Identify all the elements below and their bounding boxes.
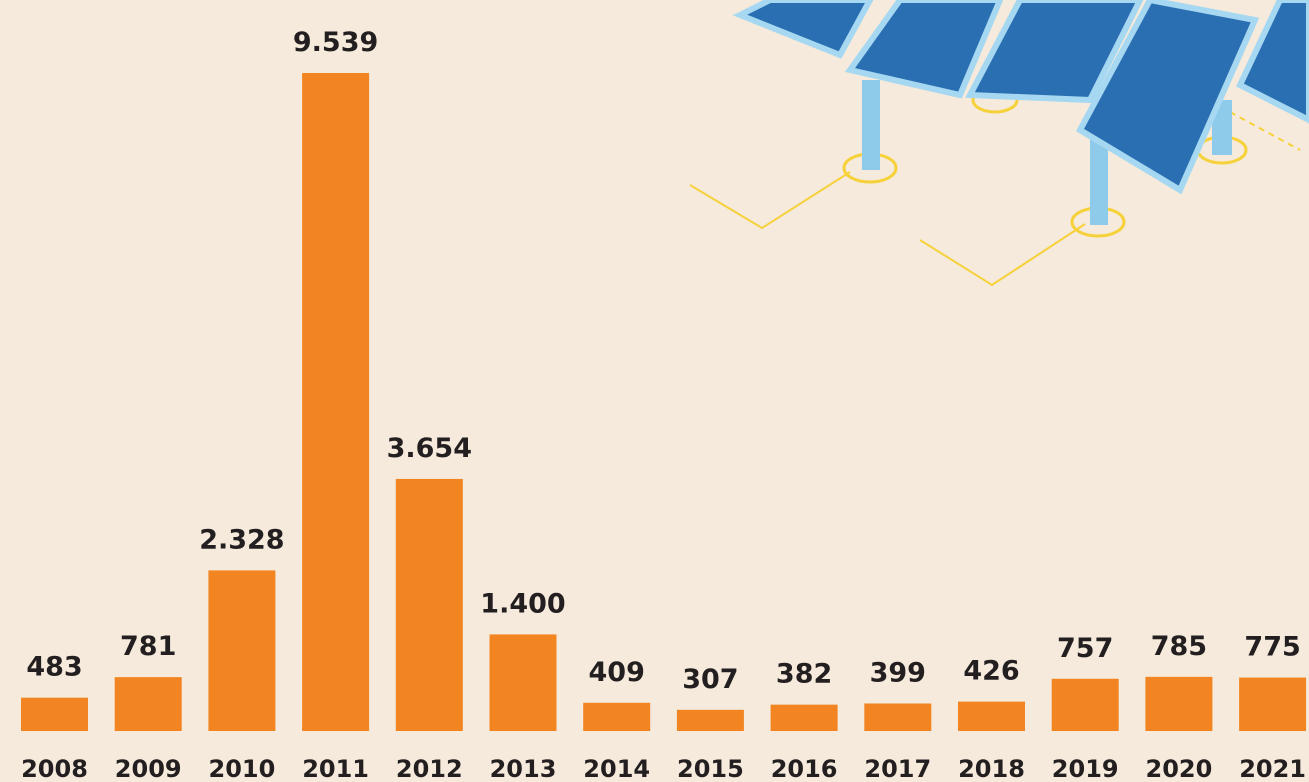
value-label: 426 (963, 656, 1019, 687)
x-tick-label: 2015 (677, 755, 744, 782)
value-label: 3.654 (387, 433, 472, 464)
value-label: 483 (26, 652, 82, 683)
value-label: 382 (776, 659, 832, 690)
chart: 2008 483 2009 781 2010 2.328 2011 9.539 2012 3.65… (0, 0, 1309, 782)
bar (677, 710, 744, 731)
value-label: 781 (120, 631, 176, 662)
x-tick-label: 2021 (1239, 755, 1306, 782)
value-label: 1.400 (480, 588, 565, 619)
x-tick-label: 2009 (115, 755, 182, 782)
bar (1145, 677, 1212, 731)
bar (771, 705, 838, 731)
value-label: 307 (682, 664, 738, 695)
x-tick-label: 2013 (490, 755, 557, 782)
bar (1239, 678, 1306, 731)
x-tick-label: 2016 (771, 755, 838, 782)
bar (115, 677, 182, 731)
bar (1052, 679, 1119, 731)
x-tick-label: 2018 (958, 755, 1025, 782)
x-tick-label: 2020 (1146, 755, 1213, 782)
x-tick-label: 2011 (302, 755, 369, 782)
bar (302, 73, 369, 731)
x-tick-label: 2010 (209, 755, 276, 782)
x-tick-label: 2019 (1052, 755, 1119, 782)
bar (21, 698, 88, 731)
value-label: 775 (1244, 632, 1300, 663)
bar (396, 479, 463, 731)
x-tick-label: 2012 (396, 755, 463, 782)
bar (864, 703, 931, 731)
bar (958, 702, 1025, 731)
solar-panel-illustration (690, 0, 1309, 285)
value-label: 785 (1151, 631, 1207, 662)
bar (583, 703, 650, 731)
bar (490, 634, 557, 731)
bar (208, 570, 275, 731)
x-tick-label: 2014 (583, 755, 650, 782)
value-label: 9.539 (293, 27, 378, 58)
value-label: 409 (589, 657, 645, 688)
value-label: 757 (1057, 633, 1113, 664)
x-tick-label: 2017 (864, 755, 931, 782)
value-label: 2.328 (199, 524, 284, 555)
value-label: 399 (870, 657, 926, 688)
x-tick-label: 2008 (21, 755, 88, 782)
